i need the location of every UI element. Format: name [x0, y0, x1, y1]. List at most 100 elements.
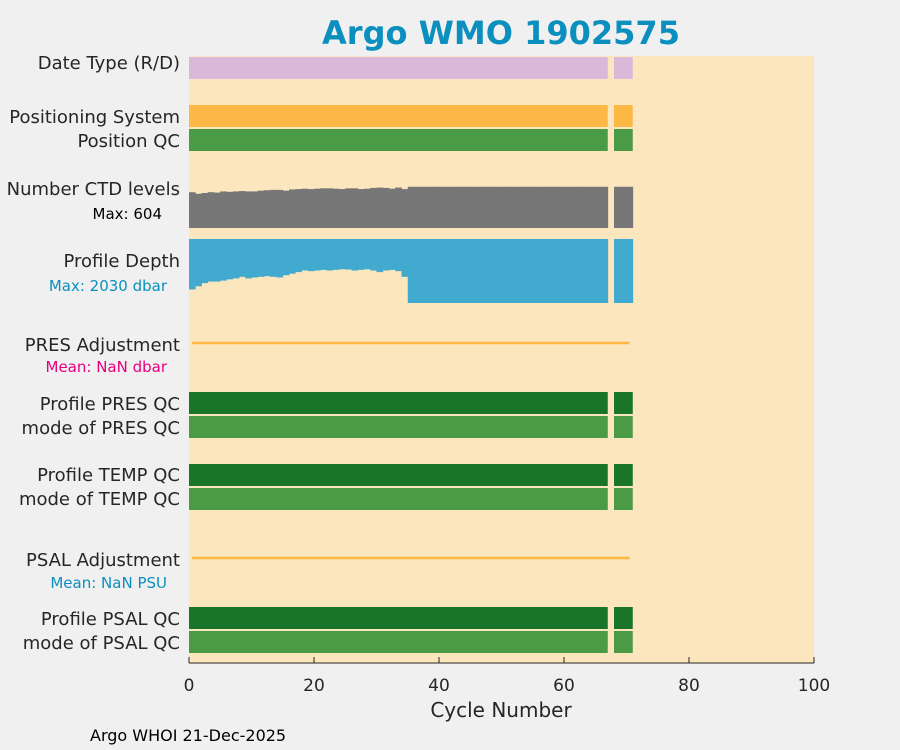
profile-depth-bar-cycle-46 [470, 239, 477, 303]
mode-temp-qc-band-1 [189, 488, 608, 510]
row-label-date-type: Date Type (R/D) [38, 53, 180, 74]
ctd-levels-bar-cycle-6 [220, 191, 227, 228]
ctd-levels-bar-cycle-47 [476, 186, 484, 228]
x-tick-label-100: 100 [798, 676, 830, 696]
data-marks [189, 57, 634, 653]
profile-depth-bar-cycle-7 [226, 239, 234, 280]
ctd-levels-bar-cycle-62 [570, 186, 577, 228]
profile-depth-bar-cycle-18 [295, 239, 302, 273]
profile-depth-bar-cycle-27 [351, 239, 359, 271]
profile-depth-bar-cycle-5 [214, 239, 221, 282]
ctd-levels-bar-cycle-19 [301, 188, 309, 228]
ctd-levels-bar-cycle-4 [207, 192, 215, 228]
profile-depth-bar-cycle-36 [407, 239, 415, 303]
profile-depth-bar-cycle-4 [207, 239, 215, 282]
row-label-pres-adjustment: PRES Adjustment [25, 335, 180, 356]
profile-depth-bar-cycle-38 [420, 239, 427, 303]
ctd-levels-bar-cycle-3 [201, 192, 209, 228]
row-label-profile-depth: Profile Depth [63, 251, 180, 272]
ctd-levels-bar-cycle-70 [620, 186, 627, 228]
x-tick-label-20: 20 [303, 676, 325, 696]
ctd-levels-bar-cycle-36 [407, 186, 415, 228]
profile-depth-bar-cycle-14 [270, 239, 277, 277]
profile-psal-qc-band-1 [189, 607, 608, 629]
profile-depth-bar-cycle-42 [445, 239, 452, 303]
profile-depth-bar-cycle-56 [532, 239, 540, 303]
profile-depth-bar-cycle-10 [245, 239, 252, 279]
row-label-mode-temp-qc: mode of TEMP QC [19, 489, 180, 510]
ctd-levels-bar-cycle-71 [626, 186, 634, 228]
profile-depth-bar-cycle-1 [189, 239, 196, 290]
ctd-levels-bar-cycle-25 [339, 189, 346, 228]
profile-psal-qc-band-2 [614, 607, 633, 629]
profile-depth-bar-cycle-45 [464, 239, 471, 303]
footer-credit: Argo WHOI 21-Dec-2025 [90, 726, 286, 745]
profile-depth-bar-cycle-41 [439, 239, 446, 303]
ctd-levels-bar-cycle-50 [495, 186, 502, 228]
profile-depth-bar-cycle-52 [507, 239, 515, 303]
profile-depth-bar-cycle-32 [382, 239, 390, 271]
ctd-levels-bar-cycle-10 [245, 191, 252, 228]
ctd-levels-bar-cycle-23 [326, 188, 334, 228]
ctd-levels-bar-cycle-13 [264, 190, 271, 228]
row-label-position-qc: Position QC [77, 131, 180, 152]
profile-temp-qc-band-1 [189, 464, 608, 486]
profile-depth-bar-cycle-54 [520, 239, 527, 303]
profile-depth-bar-cycle-51 [501, 239, 509, 303]
profile-depth-bar-cycle-62 [570, 239, 577, 303]
profile-depth-bar-cycle-40 [432, 239, 440, 303]
profile-depth-bar-cycle-15 [276, 239, 284, 278]
profile-depth-bar-cycle-23 [326, 239, 334, 271]
profile-depth-bar-cycle-60 [557, 239, 565, 303]
ctd-levels-bar-cycle-48 [482, 186, 490, 228]
ctd-levels-bar-cycle-9 [239, 191, 246, 228]
ctd-levels-bar-cycle-65 [589, 186, 596, 228]
ctd-levels-bar-cycle-22 [320, 188, 327, 228]
position-qc-band-2 [614, 129, 633, 151]
ctd-levels-bar-cycle-66 [595, 186, 602, 228]
ctd-levels-bar-cycle-29 [364, 188, 371, 228]
row-label-mode-psal-qc: mode of PSAL QC [23, 633, 180, 654]
ctd-levels-bar-cycle-69 [614, 186, 621, 228]
ctd-levels-bar-cycle-20 [307, 189, 315, 228]
profile-depth-bar-cycle-19 [301, 239, 309, 271]
profile-depth-bar-cycle-64 [582, 239, 590, 303]
ctd-levels-bar-cycle-24 [332, 188, 340, 228]
ctd-levels-bar-cycle-31 [376, 187, 384, 228]
ctd-levels-bar-cycle-43 [451, 186, 459, 228]
profile-depth-bar-cycle-34 [395, 239, 402, 272]
ctd-levels-max-label: Max: 604 [93, 205, 162, 223]
ctd-levels-bar-cycle-16 [282, 190, 290, 228]
profile-depth-bar-cycle-16 [282, 239, 290, 276]
profile-depth-bar-cycle-43 [451, 239, 459, 303]
profile-depth-bar-cycle-8 [232, 239, 240, 279]
ctd-levels-bar-cycle-37 [414, 186, 421, 228]
mode-temp-qc-band-2 [614, 488, 633, 510]
profile-depth-bar-cycle-17 [289, 239, 296, 274]
profile-depth-bar-cycle-55 [526, 239, 534, 303]
ctd-levels-bar-cycle-1 [189, 192, 196, 228]
ctd-levels-bar-cycle-5 [214, 192, 221, 228]
ctd-levels-bar-cycle-64 [582, 186, 590, 228]
ctd-levels-bar-cycle-51 [501, 186, 509, 228]
profile-depth-bar-cycle-59 [551, 239, 559, 303]
ctd-levels-bar-cycle-2 [195, 193, 202, 228]
profile-depth-bar-cycle-48 [482, 239, 490, 303]
profile-depth-bar-cycle-26 [345, 239, 352, 270]
row-label-profile-pres-qc: Profile PRES QC [40, 394, 180, 415]
ctd-levels-bar-cycle-54 [520, 186, 527, 228]
ctd-levels-bar-cycle-57 [539, 186, 546, 228]
ctd-levels-bar-cycle-34 [395, 187, 402, 228]
ctd-levels-bar-cycle-55 [526, 186, 534, 228]
ctd-levels-bar-cycle-21 [314, 188, 321, 228]
profile-depth-bar-cycle-47 [476, 239, 484, 303]
profile-depth-bar-cycle-70 [620, 239, 627, 303]
ctd-levels-bar-cycle-41 [439, 186, 446, 228]
plot-area [189, 56, 814, 663]
profile-depth-bar-cycle-69 [614, 239, 621, 303]
profile-depth-bar-cycle-12 [257, 239, 265, 277]
profile-depth-bar-cycle-25 [339, 239, 346, 270]
profile-pres-qc-band-1 [189, 392, 608, 414]
pres-adjustment-mean-label: Mean: NaN dbar [46, 358, 168, 376]
